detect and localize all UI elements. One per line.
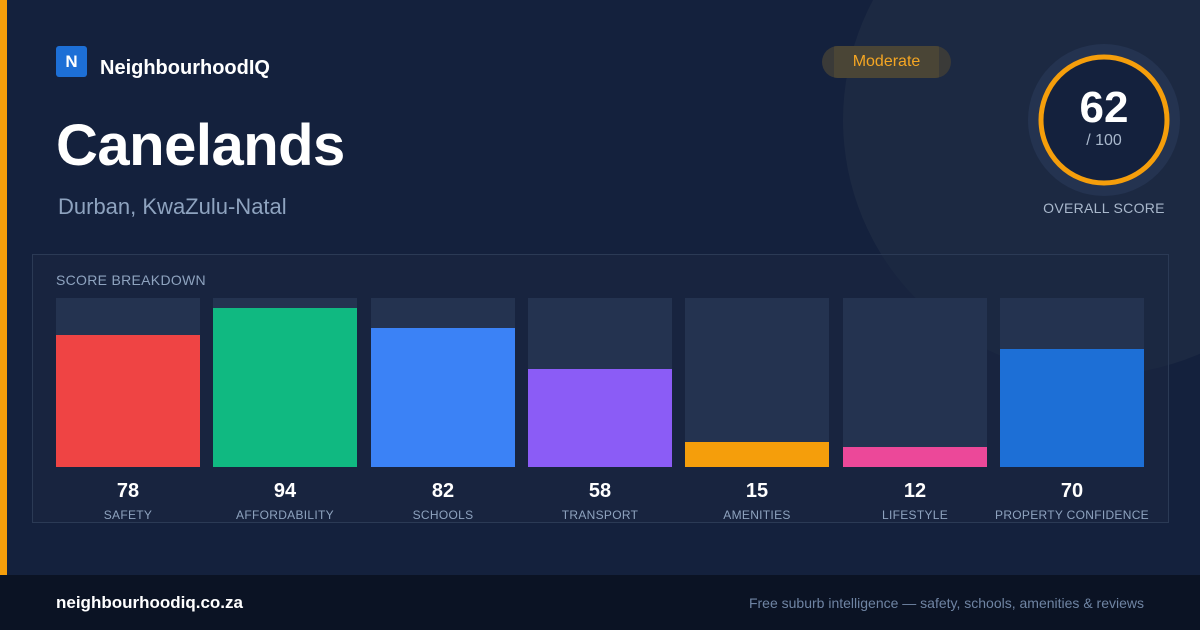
- suburb-title: Canelands: [56, 113, 345, 178]
- bar-fill: [213, 308, 357, 467]
- bar-label: AFFORDABILITY: [236, 508, 334, 522]
- bar-track: [213, 298, 357, 467]
- overall-score-caption: OVERALL SCORE: [1043, 200, 1165, 216]
- bar-track: [528, 298, 672, 467]
- bar-fill: [528, 369, 672, 467]
- bar-label: TRANSPORT: [561, 508, 639, 522]
- bar-track: [56, 298, 200, 467]
- bar-fill: [685, 442, 829, 467]
- bar-track: [685, 298, 829, 467]
- bar-label: SCHOOLS: [412, 508, 474, 522]
- bar-track: [371, 298, 515, 467]
- bar-value: 70: [1060, 480, 1084, 502]
- bar-label: PROPERTY CONFIDENCE: [995, 508, 1149, 522]
- overall-score-max: / 100: [1086, 132, 1122, 149]
- bar-track: [1000, 298, 1144, 467]
- overall-score-ring: [1028, 44, 1180, 196]
- footer-tagline: Free suburb intelligence — safety, schoo…: [748, 595, 1144, 611]
- bar-fill: [371, 328, 515, 467]
- bar-value: 82: [431, 480, 455, 502]
- brand-name: NeighbourhoodIQ: [100, 57, 270, 79]
- bar-value: 15: [745, 480, 769, 502]
- rating-badge: Moderate: [822, 46, 951, 78]
- bar-value: 58: [588, 480, 612, 502]
- bar-value: 94: [273, 480, 297, 502]
- bar-fill: [843, 447, 987, 467]
- accent-bar: [0, 0, 7, 575]
- bar-label: LIFESTYLE: [881, 508, 949, 522]
- bar-label: AMENITIES: [723, 508, 791, 522]
- bar-value: 78: [116, 480, 140, 502]
- rating-label: Moderate: [852, 53, 921, 70]
- bar-fill: [1000, 349, 1144, 467]
- footer-domain: neighbourhoodiq.co.za: [56, 593, 243, 612]
- footer: [0, 575, 1200, 630]
- brand-logo-icon: N: [56, 46, 87, 77]
- bar-value: 12: [903, 480, 927, 502]
- rating-badge-highlight: [834, 46, 939, 78]
- score-ring-inner: [1038, 54, 1170, 186]
- overall-score-value: 62: [1079, 83, 1129, 132]
- bar-fill: [56, 335, 200, 467]
- score-breakdown-heading: SCORE BREAKDOWN: [56, 272, 206, 288]
- suburb-location: Durban, KwaZulu-Natal: [58, 194, 287, 219]
- bar-track: [843, 298, 987, 467]
- bar-label: SAFETY: [103, 508, 153, 522]
